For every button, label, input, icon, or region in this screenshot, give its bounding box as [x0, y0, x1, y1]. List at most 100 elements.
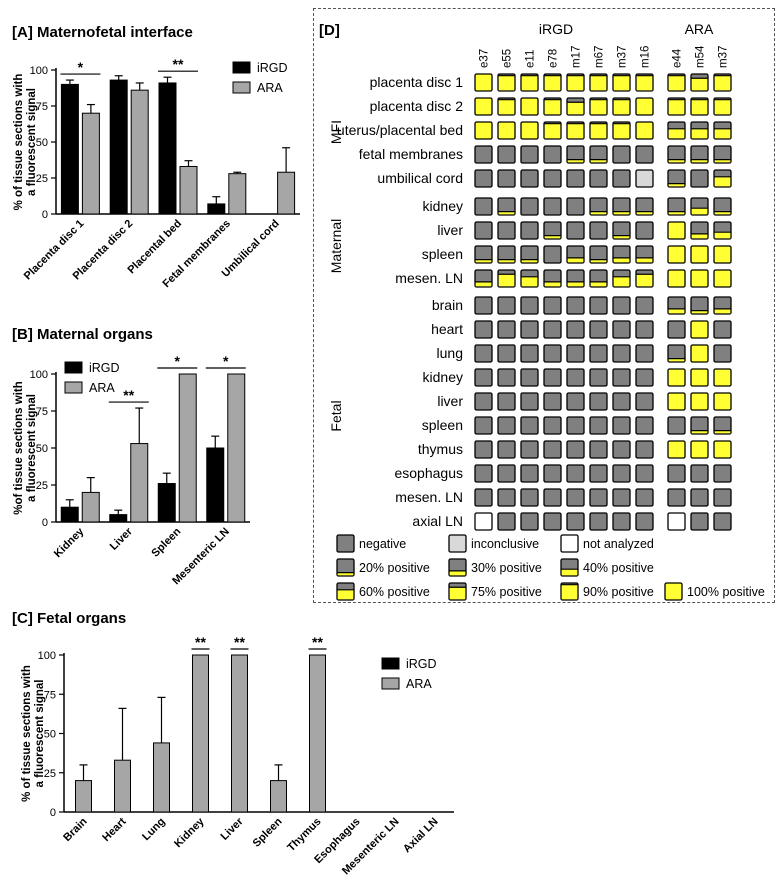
heatmap-cell [474, 392, 493, 411]
heatmap-cell [520, 296, 539, 315]
legend-label: inconclusive [471, 537, 539, 551]
heatmap-cell-fill [691, 128, 708, 139]
legend-swatch [381, 677, 400, 690]
legend-swatch [232, 81, 251, 94]
legend-label: 30% positive [471, 561, 542, 575]
heatmap-cell [667, 440, 686, 459]
column-label: e11 [525, 50, 537, 68]
heatmap-cell [589, 392, 608, 411]
heatmap-cell [566, 440, 585, 459]
heatmap-cell-fill [691, 159, 708, 163]
row-label: mesen. LN [395, 489, 463, 505]
heatmap-cell [589, 145, 608, 164]
heatmap-cell [497, 368, 516, 387]
column-label: m54 [695, 45, 707, 68]
heatmap-cell [635, 488, 654, 507]
bar [158, 82, 177, 215]
heatmap-cell-fill [498, 259, 515, 263]
heatmap-cell [667, 145, 686, 164]
x-tick-label: Spleen [251, 815, 285, 849]
heatmap-cell [589, 344, 608, 363]
heatmap-cell [589, 221, 608, 240]
heatmap-cell-fill [636, 75, 653, 91]
heatmap-cell [635, 368, 654, 387]
significance-label: * [78, 59, 84, 75]
y-tick-label: 50 [36, 137, 48, 149]
heatmap-cell [543, 245, 562, 264]
row-label: lung [437, 345, 463, 361]
heatmap-cell [667, 221, 686, 240]
heatmap-cell-fill [521, 259, 538, 263]
heatmap-cell-fill [590, 123, 607, 139]
heatmap-cell [612, 416, 631, 435]
heatmap-cell [690, 245, 709, 264]
heatmap-cell-fill [544, 123, 561, 139]
heatmap-cell [635, 97, 654, 116]
heatmap-cell [635, 221, 654, 240]
significance-label: * [175, 353, 181, 369]
heatmap-cell [612, 488, 631, 507]
heatmap-cell [713, 512, 732, 531]
heatmap-cell [497, 440, 516, 459]
heatmap-cell-fill [613, 211, 630, 215]
heatmap-cell [667, 245, 686, 264]
legend-label: 75% positive [471, 585, 542, 599]
heatmap-cell [520, 97, 539, 116]
heatmap-cell [543, 464, 562, 483]
heatmap-cell [566, 221, 585, 240]
y-tick-label: 0 [42, 209, 48, 221]
heatmap-cell [566, 344, 585, 363]
heatmap-cell-fill [590, 75, 607, 91]
bar [277, 171, 296, 215]
legend-swatch [64, 381, 83, 394]
heatmap-cell [543, 296, 562, 315]
heatmap-cell [474, 197, 493, 216]
heatmap-cell [713, 197, 732, 216]
heatmap-cell [520, 440, 539, 459]
heatmap-cell [497, 512, 516, 531]
bar [192, 654, 209, 813]
heatmap-cell [690, 512, 709, 531]
x-tick-label: Brain [61, 815, 90, 844]
heatmap-cell [635, 121, 654, 140]
heatmap-cell [612, 392, 631, 411]
heatmap-cell [566, 296, 585, 315]
heatmap-cell [612, 296, 631, 315]
bar [81, 491, 100, 523]
heatmap-cell [667, 488, 686, 507]
bar [231, 654, 248, 813]
heatmap-cell-fill [668, 99, 685, 115]
heatmap-cell-fill [613, 235, 630, 239]
legend-label: iRGD [257, 61, 288, 75]
y-tick-label: 100 [38, 650, 56, 662]
heatmap-cell [566, 392, 585, 411]
column-label: e44 [672, 48, 684, 68]
heatmap-cell-fill [590, 259, 607, 263]
y-tick-label: 75 [44, 689, 56, 701]
heatmap-cell [520, 221, 539, 240]
heatmap-cell [543, 320, 562, 339]
heatmap-cell [612, 464, 631, 483]
heatmap-cell [612, 197, 631, 216]
heatmap-cell-fill [613, 276, 630, 287]
row-label: brain [432, 297, 463, 313]
legend-label: 40% positive [583, 561, 654, 575]
heatmap-cell-fill [691, 233, 708, 239]
heatmap-cell [635, 296, 654, 315]
heatmap-cell [520, 488, 539, 507]
heatmap-cell [520, 464, 539, 483]
heatmap-cell [497, 320, 516, 339]
section-label: Maternal [328, 219, 344, 273]
heatmap-cell-fill [691, 208, 708, 215]
heatmap-cell [543, 416, 562, 435]
heatmap-cell [690, 145, 709, 164]
heatmap-cell-fill [544, 281, 561, 287]
heatmap-cell-fill [613, 123, 630, 139]
legend-swatch [448, 534, 467, 553]
heatmap-cell [635, 344, 654, 363]
heatmap-cell-fill [691, 310, 708, 314]
bar [81, 112, 100, 215]
section-label: Fetal [328, 400, 344, 431]
bar [153, 742, 170, 813]
heatmap-cell-fill [498, 274, 515, 287]
